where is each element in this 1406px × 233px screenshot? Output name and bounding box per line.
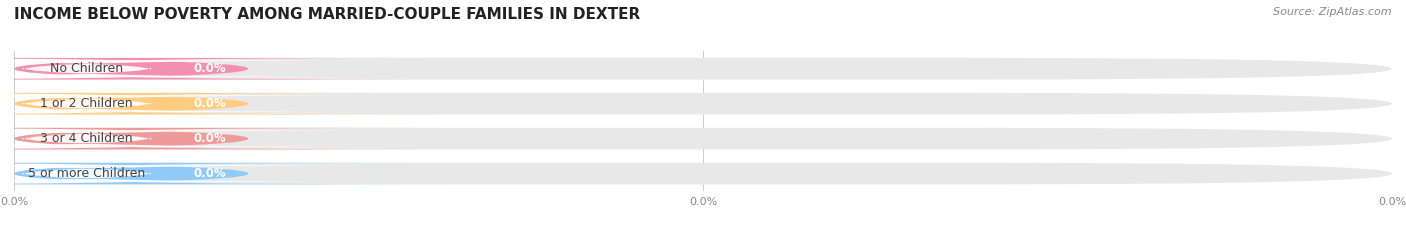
FancyBboxPatch shape (0, 58, 441, 80)
FancyBboxPatch shape (14, 93, 1392, 115)
Text: 0.0%: 0.0% (194, 167, 226, 180)
Text: 1 or 2 Children: 1 or 2 Children (41, 97, 134, 110)
FancyBboxPatch shape (14, 128, 1392, 150)
Text: 0.0%: 0.0% (194, 62, 226, 75)
Text: INCOME BELOW POVERTY AMONG MARRIED-COUPLE FAMILIES IN DEXTER: INCOME BELOW POVERTY AMONG MARRIED-COUPL… (14, 7, 640, 22)
FancyBboxPatch shape (0, 165, 408, 182)
Text: 5 or more Children: 5 or more Children (28, 167, 145, 180)
FancyBboxPatch shape (14, 163, 1392, 185)
FancyBboxPatch shape (14, 58, 1392, 80)
Text: 0.0%: 0.0% (194, 132, 226, 145)
FancyBboxPatch shape (0, 60, 408, 77)
FancyBboxPatch shape (0, 163, 441, 185)
FancyBboxPatch shape (0, 93, 441, 115)
FancyBboxPatch shape (0, 95, 408, 112)
Text: Source: ZipAtlas.com: Source: ZipAtlas.com (1274, 7, 1392, 17)
FancyBboxPatch shape (0, 130, 408, 147)
Text: No Children: No Children (51, 62, 124, 75)
FancyBboxPatch shape (0, 128, 441, 150)
Text: 0.0%: 0.0% (194, 97, 226, 110)
Text: 3 or 4 Children: 3 or 4 Children (41, 132, 134, 145)
